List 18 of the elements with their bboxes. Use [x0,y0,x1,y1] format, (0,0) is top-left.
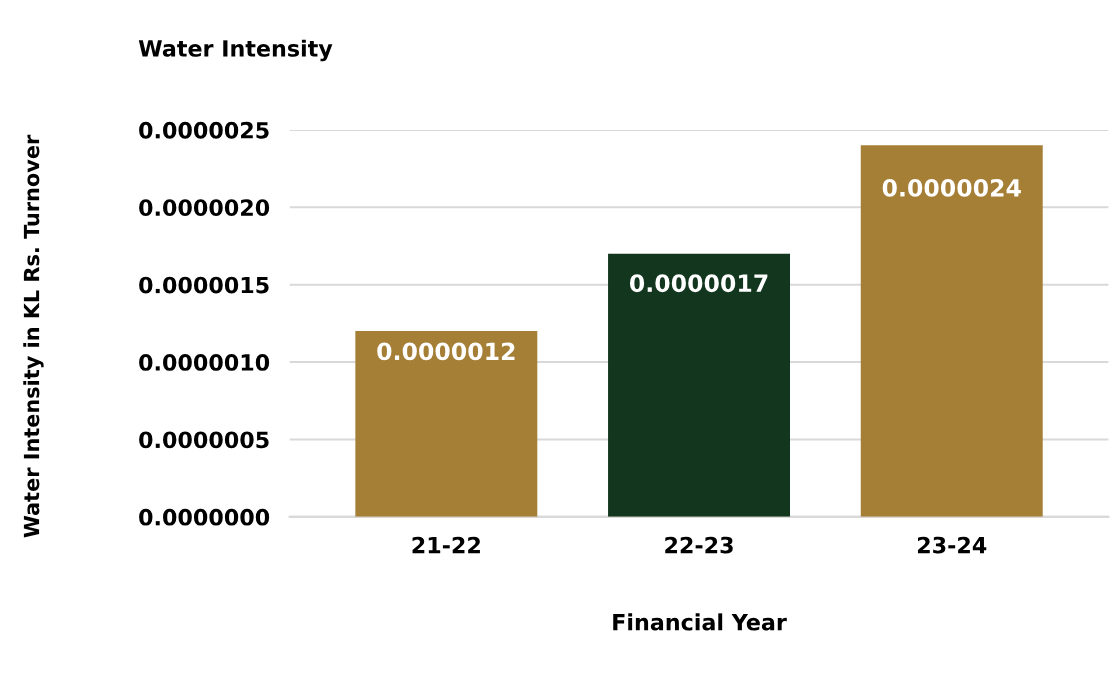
y-tick-label: 0.0000015 [139,276,269,294]
y-tick-label: 0.0000005 [139,431,269,449]
bar [355,331,538,517]
x-tick-label: 22-23 [665,536,733,554]
x-tick-label: 23-24 [917,536,987,554]
bar [860,145,1043,517]
data-label: 0.0000024 [882,178,1021,197]
data-label: 0.0000012 [377,342,515,361]
y-tick-label: 0.0000020 [139,199,270,217]
y-tick-label: 0.0000010 [139,354,270,371]
chart-title: Water Intensity [138,39,333,62]
data-label: 0.0000017 [629,274,768,293]
x-tick-label: 21-22 [412,536,480,554]
y-tick-label: 0.0000025 [139,121,269,139]
bar [608,253,791,517]
y-tick-label: 0.0000000 [139,508,270,526]
y-axis-title: Water Intensity in KL Rs. Turnover [23,134,44,538]
x-axis-title: Financial Year [613,613,787,631]
